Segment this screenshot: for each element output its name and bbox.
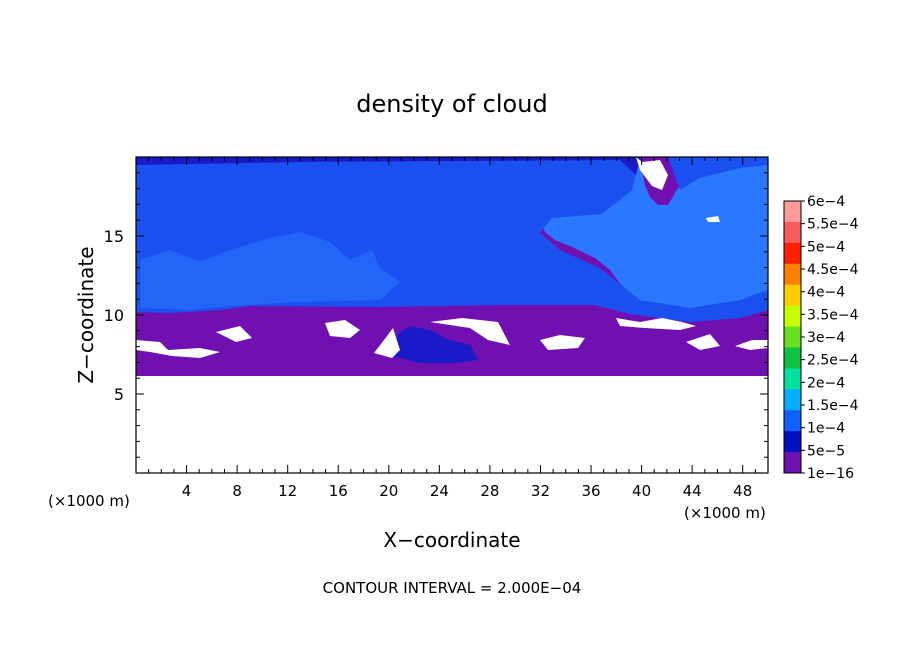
colorbar-swatch [784,431,801,453]
plot-frame [135,156,769,474]
colorbar-swatch [784,221,801,244]
clear-patch-2 [216,326,252,342]
colorbar-swatch [784,284,801,307]
clear-patch-7 [616,318,696,330]
x-tick-label: 4 [182,482,192,500]
x-tick-label: 20 [379,482,398,500]
colorbar-swatch [784,242,801,265]
y-tick-label: 15 [104,227,124,246]
clear-patch-6 [540,335,585,350]
cloud-swirl [140,232,400,310]
colorbar-swatch [784,410,801,432]
colorbar-swatch [784,389,801,411]
y-axis-label: Z−coordinate [74,246,98,383]
x-tick-label: 36 [581,482,600,500]
colorbar-label: 5e−5 [807,443,845,459]
x-tick-label: 8 [232,482,242,500]
x-axis-units-right: (×1000 m) [684,504,766,522]
colorbar-swatch [784,347,801,369]
y-tick-labels: 5 10 15 [104,227,124,404]
x-axis-units-left: (×1000 m) [48,492,130,510]
colorbar-swatch [784,201,801,223]
clear-air-region [136,376,768,473]
x-tick-label: 40 [632,482,651,500]
colorbar-label: 1e−16 [807,466,854,482]
colorbar-label: 5e−4 [807,239,845,255]
clear-patch-4 [374,328,400,358]
cloud-top-edge [136,157,640,175]
contour-field [136,157,768,473]
colorbar-label: 5.5e−4 [807,217,859,233]
colorbar-label: 6e−4 [807,194,845,210]
colorbar-label: 2.5e−4 [807,353,859,369]
x-tick-label: 24 [430,482,449,500]
colorbar-label: 4e−4 [807,285,845,301]
colorbar-swatch [784,452,801,474]
clear-patch-1 [136,340,220,358]
x-tick-label: 48 [733,482,752,500]
clear-patch-10 [636,157,668,190]
chart-title: density of cloud [356,90,547,118]
x-tick-label: 16 [329,482,348,500]
clear-patch-8 [686,334,720,350]
x-tick-labels: 4 8 12 16 20 24 28 32 36 40 44 48 [182,482,752,500]
lower-cloud-pocket [392,326,478,363]
x-tick-label: 44 [683,482,702,500]
colorbar-label: 1e−4 [807,421,845,437]
y-tick-label: 5 [114,385,124,404]
colorbar-label: 3e−4 [807,330,845,346]
y-tick-label: 10 [104,306,124,325]
colorbar-swatch [784,263,801,286]
colorbar-swatch [784,305,801,328]
colorbar-label: 1.5e−4 [807,398,859,414]
x-tick-label: 12 [278,482,297,500]
axis-ticks [136,157,768,473]
clear-patch-3 [325,320,360,338]
clear-patch-9 [735,340,768,350]
colorbar: 6e−4 5.5e−4 5e−4 4.5e−4 4e−4 3.5e−4 3e−4 2.5e−4… [783,194,859,482]
x-axis-label: X−coordinate [383,528,520,552]
contour-interval-note: CONTOUR INTERVAL = 2.000E−04 [323,579,582,597]
colorbar-swatch [784,326,801,348]
colorbar-label: 4.5e−4 [807,262,859,278]
clear-patch-5 [430,318,510,345]
x-tick-label: 28 [480,482,499,500]
upper-right-cloud [668,157,768,190]
colorbar-swatch [784,368,801,390]
clear-patch-11 [706,216,720,222]
x-tick-label: 32 [531,482,550,500]
colorbar-label: 3.5e−4 [807,307,859,323]
colorbar-label: 2e−4 [807,375,845,391]
